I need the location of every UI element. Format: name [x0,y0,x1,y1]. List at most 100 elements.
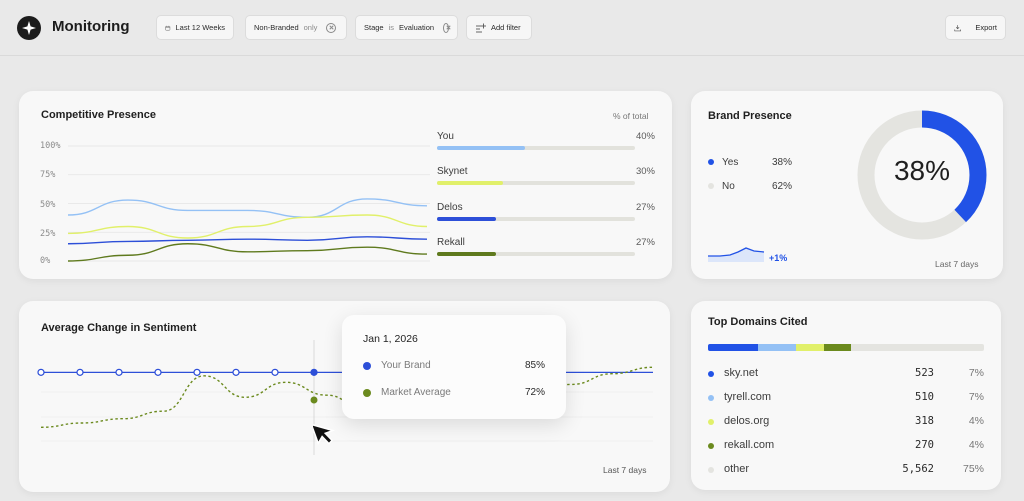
percent-of-total-label: % of total [613,111,649,121]
add-filter-button[interactable]: Add filter [466,15,532,40]
chart-tooltip: Jan 1, 2026 Your Brand 85% Market Averag… [342,315,566,419]
tooltip-market-label: Market Average [381,387,451,398]
domain-bar-segment [823,344,852,351]
legend-bar-fill [437,252,497,256]
domain-pct: 7% [968,391,984,403]
no-label: No [722,181,735,192]
legend-track [437,146,635,150]
competitive-presence-title: Competitive Presence [41,109,156,121]
domain-dot [708,395,714,401]
legend-row-you: You 40% [437,131,655,161]
y-tick-label: 25% [40,229,56,239]
domains-stacked-bar [708,344,984,351]
domain-name: tyrell.com [724,391,772,403]
data-point[interactable] [232,368,240,376]
filter-plus-icon [476,23,486,32]
tooltip-market-value: 72% [524,387,545,398]
no-dot [708,183,714,190]
y-tick-label: 75% [40,170,56,180]
top-bar: Monitoring Last 12 Weeks Non-Branded onl… [0,0,1024,56]
tooltip-brand-label: Your Brand [381,360,431,371]
domain-row[interactable]: delos.org 318 4% [708,415,984,431]
legend-row-rekall: Rekall 27% [437,237,655,267]
donut-center-value: 38% [893,155,951,186]
legend-row-delos: Delos 27% [437,202,655,232]
brand-period-label: Last 7 days [935,259,979,269]
domain-dot [708,443,714,449]
filter-stage[interactable]: Stage is Evaluation [355,15,458,40]
domain-row[interactable]: other 5,562 75% [708,463,984,479]
domain-dot [708,371,714,377]
domain-row[interactable]: rekall.com 270 4% [708,439,984,455]
domain-pct: 7% [968,367,984,379]
data-point[interactable] [271,368,279,376]
domain-bar-segment [708,344,758,351]
data-point[interactable] [154,368,162,376]
filter-branded-label: Non-Branded [254,23,299,32]
domain-count: 510 [915,391,934,403]
remove-filter-icon[interactable] [326,22,337,33]
export-label: Export [975,23,997,32]
mouse-cursor-icon [313,423,336,446]
legend-pct: 30% [635,166,655,177]
domain-count: 318 [915,415,934,427]
app-logo[interactable] [17,16,41,40]
data-point[interactable] [37,368,45,376]
brand-yes-row: Yes [708,157,738,168]
domain-name: sky.net [724,367,759,379]
download-icon [954,24,961,31]
legend-track [437,181,635,185]
domain-bar-segment [796,344,824,351]
domain-name: other [724,463,750,475]
data-point[interactable] [115,368,123,376]
filter-date-range[interactable]: Last 12 Weeks [156,15,234,40]
series-line-delos [67,236,428,245]
y-tick-label: 50% [40,200,56,210]
domain-pct: 75% [962,463,984,475]
market-active-point[interactable] [310,396,318,404]
brand-presence-title: Brand Presence [708,110,792,122]
filter-branded[interactable]: Non-Branded only [245,15,347,40]
legend-bar-fill [437,146,525,150]
tooltip-brand-dot [363,362,371,370]
domain-name: delos.org [724,415,770,427]
brand-no-row: No [708,181,735,192]
domain-pct: 4% [968,439,984,451]
no-pct: 62% [772,181,793,192]
domain-pct: 4% [968,415,984,427]
filter-stage-label: Stage [364,23,384,32]
tooltip-market-dot [363,389,371,397]
legend-bar-fill [437,181,503,185]
data-point[interactable] [193,368,201,376]
series-line-you [67,198,428,219]
star-icon [22,21,36,35]
top-domains-card [691,301,1001,490]
domain-row[interactable]: tyrell.com 510 7% [708,391,984,407]
legend-track [437,217,635,221]
sentiment-title: Average Change in Sentiment [41,322,197,334]
domain-row[interactable]: sky.net 523 7% [708,367,984,383]
filter-branded-suffix: only [303,23,318,32]
y-tick-label: 0% [40,256,51,266]
legend-pct: 27% [635,202,655,213]
data-point[interactable] [76,368,84,376]
export-button[interactable]: Export [945,15,1006,40]
legend-pct: 27% [635,237,655,248]
legend-pct: 40% [635,131,655,142]
active-point[interactable] [310,368,318,376]
domain-count: 523 [915,367,934,379]
y-tick-label: 100% [40,141,61,151]
legend-name: Skynet [437,166,468,177]
add-filter-label: Add filter [491,23,521,32]
tooltip-date: Jan 1, 2026 [363,333,418,345]
filter-stage-operator: is [388,23,395,32]
domain-count: 270 [915,439,934,451]
legend-name: Rekall [437,237,465,248]
domain-dot [708,467,714,473]
brand-trend-sparkline [708,247,765,262]
domain-dot [708,419,714,425]
remove-filter-icon[interactable] [443,22,449,33]
sentiment-period-label: Last 7 days [603,465,647,475]
legend-bar-fill [437,217,497,221]
